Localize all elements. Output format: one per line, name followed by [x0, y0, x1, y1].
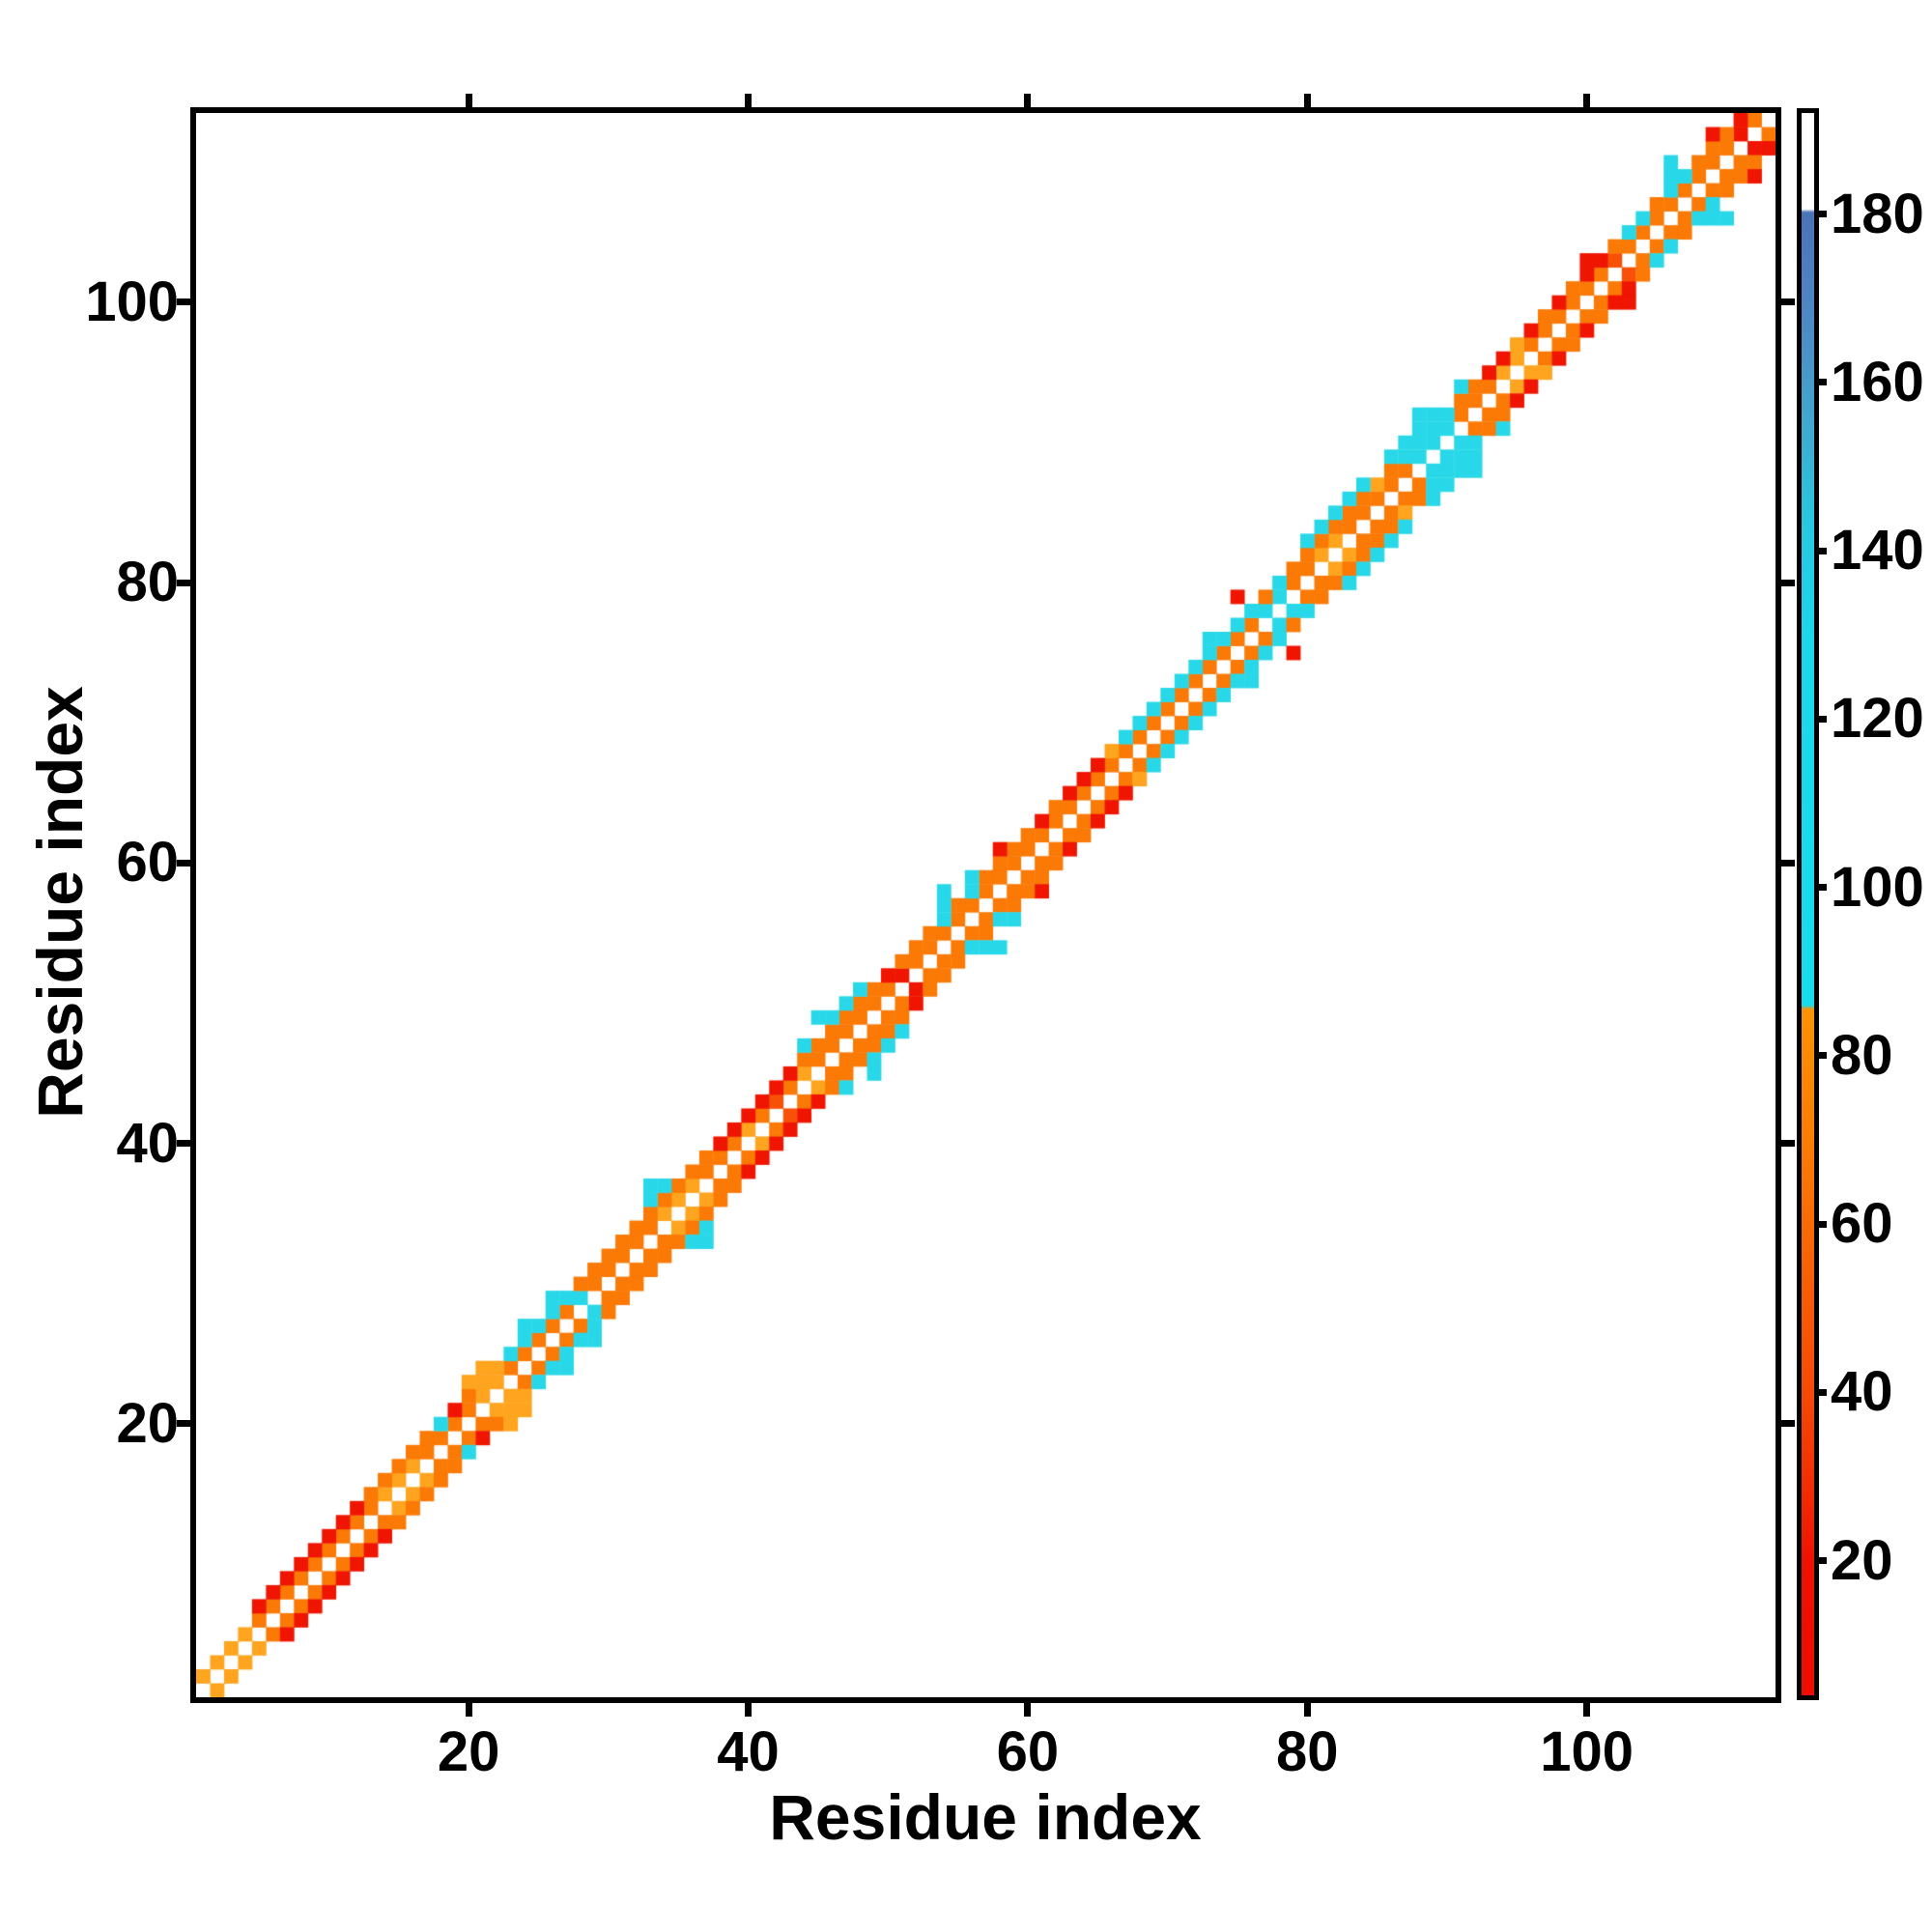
colorbar-tick-label: 40 — [1831, 1360, 1893, 1424]
y-tick-left — [177, 1140, 190, 1148]
colorbar-tick — [1814, 715, 1827, 723]
colorbar-tick-label: 60 — [1831, 1192, 1893, 1256]
x-tick-top — [1303, 94, 1311, 107]
x-tick-top — [465, 94, 472, 107]
x-tick-label: 20 — [437, 1720, 500, 1783]
y-tick-label: 20 — [116, 1391, 179, 1455]
y-tick-left — [177, 298, 190, 306]
x-tick-label: 60 — [996, 1720, 1060, 1783]
y-tick-label: 100 — [85, 270, 179, 333]
colorbar-tick-label: 180 — [1831, 182, 1924, 245]
colorbar-tick — [1814, 547, 1827, 554]
y-tick-right — [1781, 859, 1795, 867]
colorbar-tick-label: 80 — [1831, 1023, 1893, 1087]
y-tick-left — [177, 859, 190, 867]
x-tick-bottom — [1024, 1703, 1032, 1717]
y-tick-label: 40 — [116, 1111, 179, 1175]
x-tick-label: 40 — [717, 1720, 780, 1783]
colorbar-tick — [1814, 1052, 1827, 1060]
x-tick-top — [1583, 94, 1591, 107]
colorbar-tick — [1814, 1557, 1827, 1565]
colorbar-tick-label: 100 — [1831, 855, 1924, 919]
x-tick-top — [745, 94, 753, 107]
x-tick-top — [1024, 94, 1032, 107]
y-tick-left — [177, 1420, 190, 1428]
x-axis-title: Residue index — [769, 1781, 1202, 1853]
colorbar-tick — [1814, 1220, 1827, 1228]
colorbar-tick — [1814, 1388, 1827, 1396]
y-tick-right — [1781, 1420, 1795, 1428]
colorbar-tick-label: 120 — [1831, 687, 1924, 751]
y-tick-label: 80 — [116, 551, 179, 614]
colorbar — [1797, 108, 1819, 1700]
y-axis-title: Residue index — [24, 686, 96, 1119]
y-tick-left — [177, 579, 190, 586]
colorbar-tick-label: 160 — [1831, 350, 1924, 413]
y-tick-right — [1781, 1140, 1795, 1148]
colorbar-tick — [1814, 379, 1827, 386]
y-tick-right — [1781, 298, 1795, 306]
x-tick-bottom — [1303, 1703, 1311, 1717]
y-tick-right — [1781, 579, 1795, 586]
x-tick-label: 80 — [1276, 1720, 1339, 1783]
colorbar-tick-label: 20 — [1831, 1528, 1893, 1592]
colorbar-tick — [1814, 884, 1827, 892]
x-tick-bottom — [745, 1703, 753, 1717]
x-tick-bottom — [465, 1703, 472, 1717]
y-tick-label: 60 — [116, 831, 179, 895]
colorbar-tick-label: 140 — [1831, 519, 1924, 582]
x-tick-label: 100 — [1540, 1720, 1634, 1783]
colorbar-tick — [1814, 211, 1827, 218]
x-tick-bottom — [1583, 1703, 1591, 1717]
contact-map-heatmap — [196, 113, 1776, 1697]
